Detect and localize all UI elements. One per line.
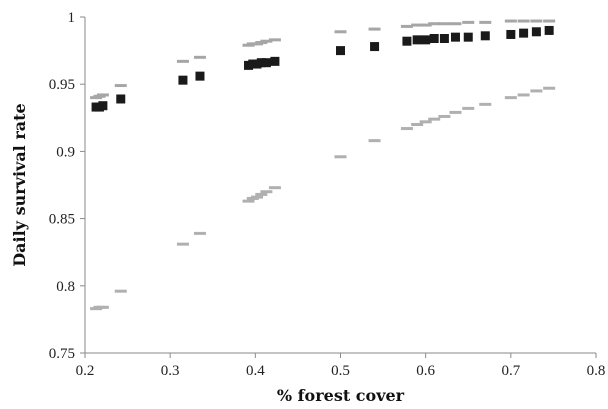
data-point — [438, 22, 451, 26]
data-point — [449, 110, 462, 114]
x-axis-ticks: 0.2 0.3 0.4 0.5 0.6 0.7 0.8 — [76, 353, 606, 379]
data-point — [519, 28, 529, 38]
data-point — [504, 96, 517, 100]
data-point — [543, 19, 556, 23]
x-tick-label: 0.6 — [416, 363, 435, 379]
data-point — [419, 23, 432, 27]
data-point — [402, 36, 412, 46]
data-point — [462, 106, 475, 110]
series-lower-bound — [90, 86, 556, 311]
data-point — [268, 186, 281, 190]
data-point — [530, 89, 543, 93]
data-point — [261, 58, 271, 68]
data-point — [256, 58, 266, 68]
data-point — [449, 22, 462, 26]
data-point — [544, 25, 554, 35]
data-point — [412, 35, 422, 45]
data-point — [193, 55, 206, 59]
data-point — [268, 38, 281, 42]
data-point — [463, 32, 473, 42]
data-point — [195, 71, 205, 81]
y-axis-ticks: 0.75 0.8 0.85 0.9 0.95 1 — [49, 10, 85, 362]
y-tick-label: 0.85 — [49, 212, 75, 228]
data-point — [419, 120, 432, 124]
data-point — [480, 31, 490, 41]
x-tick-label: 0.3 — [161, 363, 180, 379]
data-point — [98, 101, 108, 111]
data-point — [411, 23, 424, 27]
data-point — [530, 19, 543, 23]
y-tick-label: 0.8 — [56, 279, 75, 295]
data-point — [517, 93, 530, 97]
data-point — [438, 114, 451, 118]
data-point — [400, 24, 413, 28]
data-point — [479, 102, 492, 106]
data-point — [421, 35, 431, 45]
data-points — [90, 19, 556, 311]
y-tick-label: 0.95 — [49, 77, 75, 93]
data-point — [368, 27, 381, 31]
x-tick-label: 0.7 — [501, 363, 520, 379]
y-tick-label: 0.9 — [56, 144, 75, 160]
data-point — [462, 20, 475, 24]
data-point — [334, 30, 347, 34]
data-point — [176, 59, 189, 63]
x-axis-title: % forest cover — [277, 386, 405, 405]
data-point — [270, 56, 280, 66]
data-point — [411, 123, 424, 127]
data-point — [114, 289, 127, 293]
data-point — [504, 19, 517, 23]
y-axis-title: Daily survival rate — [10, 103, 29, 266]
data-point — [251, 195, 264, 199]
data-point — [543, 86, 556, 90]
data-point — [450, 32, 460, 42]
x-tick-label: 0.5 — [331, 363, 350, 379]
series-estimate — [91, 25, 554, 112]
data-point — [429, 34, 439, 44]
data-point — [242, 199, 255, 203]
data-point — [370, 42, 380, 52]
data-point — [531, 27, 541, 37]
data-point — [517, 19, 530, 23]
x-tick-label: 0.4 — [246, 363, 265, 379]
y-tick-label: 0.75 — [49, 346, 75, 362]
data-point — [260, 39, 273, 43]
data-point — [178, 75, 188, 85]
data-point — [428, 22, 441, 26]
x-tick-label: 0.2 — [76, 363, 95, 379]
data-point — [334, 155, 347, 159]
data-point — [336, 46, 345, 56]
data-point — [260, 190, 273, 194]
x-tick-label: 0.8 — [587, 363, 606, 379]
data-point — [439, 34, 449, 44]
data-point — [506, 29, 516, 39]
y-tick-label: 1 — [68, 10, 76, 26]
data-point — [114, 84, 127, 88]
data-point — [368, 139, 381, 143]
data-point — [255, 192, 268, 196]
data-point — [193, 231, 206, 235]
data-point — [116, 94, 126, 104]
data-point — [428, 117, 441, 121]
series-upper-bound — [90, 19, 556, 100]
data-point — [96, 93, 109, 97]
data-point — [400, 127, 413, 131]
data-point — [176, 242, 189, 246]
data-point — [479, 20, 492, 24]
data-point — [96, 305, 109, 309]
